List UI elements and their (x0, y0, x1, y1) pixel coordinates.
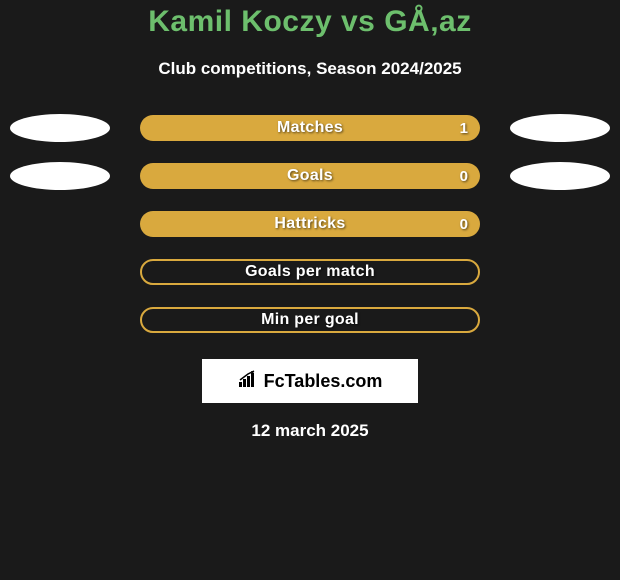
right-ellipse (510, 114, 610, 142)
stat-label: Hattricks (274, 215, 345, 233)
stat-row: Matches 1 (0, 114, 620, 142)
spacer (10, 306, 110, 334)
right-ellipse (510, 162, 610, 190)
spacer (510, 306, 610, 334)
stat-value: 0 (460, 216, 468, 233)
stat-row: Min per goal (0, 306, 620, 334)
stat-bar: Min per goal (140, 307, 480, 333)
stat-value: 1 (460, 120, 468, 137)
page-title: Kamil Koczy vs GÅ‚az (0, 5, 620, 39)
stat-value: 0 (460, 168, 468, 185)
stat-row: Goals per match (0, 258, 620, 286)
left-ellipse (10, 162, 110, 190)
spacer (510, 258, 610, 286)
chart-icon (238, 370, 260, 393)
subtitle: Club competitions, Season 2024/2025 (0, 59, 620, 79)
stat-label: Matches (277, 119, 343, 137)
left-ellipse (10, 114, 110, 142)
stat-label: Goals (287, 167, 333, 185)
stat-row: Goals 0 (0, 162, 620, 190)
spacer (10, 258, 110, 286)
logo-label: FcTables.com (264, 371, 383, 392)
date-text: 12 march 2025 (0, 421, 620, 441)
logo-box: FcTables.com (202, 359, 418, 403)
infographic-container: Kamil Koczy vs GÅ‚az Club competitions, … (0, 0, 620, 441)
stat-label: Goals per match (245, 263, 375, 281)
stat-row: Hattricks 0 (0, 210, 620, 238)
stat-bar: Matches 1 (140, 115, 480, 141)
stat-bar: Goals 0 (140, 163, 480, 189)
spacer (510, 210, 610, 238)
stat-label: Min per goal (261, 311, 359, 329)
spacer (10, 210, 110, 238)
stat-rows: Matches 1 Goals 0 Hattricks 0 Goals per match M… (0, 114, 620, 334)
logo-text: FcTables.com (238, 370, 383, 393)
stat-bar: Goals per match (140, 259, 480, 285)
stat-bar: Hattricks 0 (140, 211, 480, 237)
